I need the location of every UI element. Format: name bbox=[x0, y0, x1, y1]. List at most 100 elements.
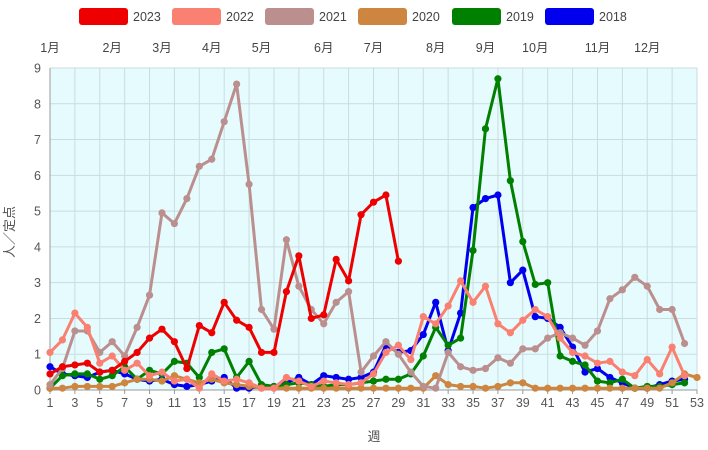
x-tick-label: 17 bbox=[242, 396, 256, 410]
data-point bbox=[121, 352, 129, 360]
data-point bbox=[469, 246, 477, 255]
data-point bbox=[593, 384, 602, 392]
x-tick-label: 27 bbox=[367, 396, 381, 410]
data-point bbox=[121, 366, 129, 374]
data-point bbox=[320, 320, 328, 328]
data-point bbox=[631, 372, 639, 380]
data-point bbox=[481, 282, 490, 290]
data-point bbox=[394, 257, 402, 265]
data-point bbox=[394, 375, 402, 383]
data-point bbox=[369, 352, 378, 360]
legend-label: 2021 bbox=[319, 10, 347, 24]
data-point bbox=[606, 379, 614, 387]
data-point bbox=[693, 373, 701, 382]
data-point bbox=[668, 343, 676, 351]
data-point bbox=[432, 384, 440, 392]
data-point bbox=[531, 313, 539, 321]
data-point bbox=[531, 345, 539, 353]
data-point bbox=[668, 305, 676, 314]
data-point bbox=[282, 288, 291, 296]
data-point bbox=[419, 352, 427, 360]
data-point bbox=[183, 375, 191, 383]
data-point bbox=[245, 180, 253, 188]
data-point bbox=[108, 352, 116, 360]
legend-item: 2022 bbox=[172, 8, 254, 25]
data-point bbox=[506, 329, 514, 337]
legend-label: 2018 bbox=[599, 10, 627, 24]
data-point bbox=[382, 375, 390, 383]
series-2023 bbox=[46, 191, 402, 378]
data-point bbox=[668, 379, 676, 387]
x-tick-label: 13 bbox=[192, 396, 206, 410]
data-point bbox=[133, 359, 141, 367]
data-point bbox=[656, 370, 664, 378]
data-point bbox=[656, 305, 664, 314]
data-point bbox=[432, 298, 440, 306]
x-tick-label: 45 bbox=[591, 396, 605, 410]
data-point bbox=[544, 279, 552, 287]
data-point bbox=[593, 327, 602, 335]
data-point bbox=[618, 375, 626, 383]
data-point bbox=[83, 382, 91, 391]
x-tick-label: 23 bbox=[317, 396, 331, 410]
data-point bbox=[133, 375, 141, 383]
data-point bbox=[519, 379, 527, 387]
data-point bbox=[568, 334, 577, 342]
data-point bbox=[46, 370, 54, 378]
data-point bbox=[83, 370, 91, 378]
data-point bbox=[481, 125, 490, 133]
data-point bbox=[519, 237, 527, 246]
x-tick-label: 33 bbox=[441, 396, 455, 410]
data-point bbox=[345, 288, 353, 296]
legend-item: 2019 bbox=[452, 8, 534, 25]
month-label: 7月 bbox=[364, 41, 383, 55]
data-point bbox=[656, 384, 664, 392]
data-point bbox=[345, 381, 353, 389]
x-tick-label: 5 bbox=[96, 396, 103, 410]
data-point bbox=[195, 384, 203, 392]
data-point bbox=[444, 302, 452, 310]
data-point bbox=[419, 313, 427, 321]
data-point bbox=[145, 334, 154, 342]
data-point bbox=[332, 298, 340, 306]
data-point bbox=[170, 220, 179, 228]
data-point bbox=[369, 370, 378, 378]
data-point bbox=[233, 381, 241, 389]
legend-item: 2020 bbox=[358, 8, 440, 25]
data-point bbox=[208, 348, 216, 357]
data-point bbox=[71, 382, 79, 391]
x-tick-label: 43 bbox=[566, 396, 580, 410]
data-point bbox=[369, 198, 378, 206]
data-point bbox=[456, 382, 465, 391]
data-point bbox=[394, 341, 402, 349]
data-point bbox=[195, 373, 203, 382]
data-point bbox=[295, 282, 303, 290]
data-point bbox=[568, 348, 577, 357]
legend-swatch bbox=[545, 8, 594, 25]
month-label: 12月 bbox=[634, 41, 660, 55]
data-point bbox=[382, 191, 390, 199]
data-point bbox=[444, 381, 452, 389]
data-point bbox=[96, 375, 104, 383]
data-point bbox=[257, 305, 266, 314]
legend-swatch bbox=[358, 8, 407, 25]
month-label: 10月 bbox=[522, 41, 548, 55]
data-point bbox=[121, 379, 129, 387]
legend-item: 2023 bbox=[79, 8, 161, 25]
data-point bbox=[680, 339, 689, 348]
data-point bbox=[531, 384, 539, 392]
legend-label: 2019 bbox=[506, 10, 534, 24]
data-point bbox=[432, 320, 440, 328]
data-point bbox=[494, 382, 502, 391]
data-point bbox=[357, 379, 365, 387]
y-tick-label: 4 bbox=[34, 240, 41, 254]
data-point bbox=[46, 348, 54, 357]
data-point bbox=[96, 368, 104, 376]
data-point bbox=[544, 384, 552, 392]
data-point bbox=[432, 372, 440, 380]
x-tick-label: 3 bbox=[71, 396, 78, 410]
x-tick-label: 51 bbox=[665, 396, 679, 410]
data-point bbox=[195, 162, 203, 170]
data-point bbox=[233, 375, 241, 383]
